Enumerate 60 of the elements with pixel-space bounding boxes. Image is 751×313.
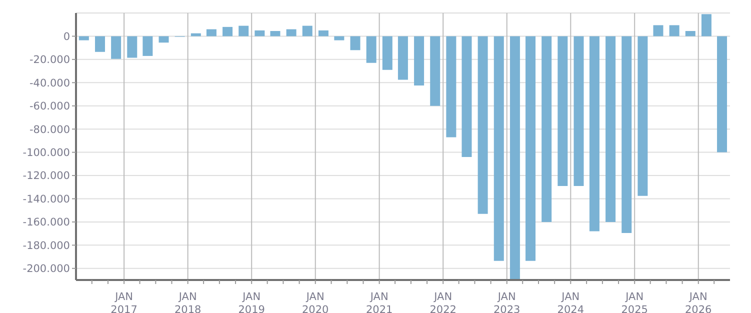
y-tick-label: -140.000	[22, 193, 70, 206]
y-tick-label: -40.000	[29, 77, 70, 90]
bar	[398, 36, 408, 80]
x-tick-label: JAN 2026	[685, 291, 712, 313]
bar	[334, 36, 344, 40]
x-tick-label: JAN 2025	[621, 291, 648, 313]
bar	[510, 36, 520, 280]
y-tick-label: -20.000	[29, 54, 70, 66]
bar	[382, 36, 392, 70]
bar	[254, 30, 265, 36]
bar	[574, 36, 584, 186]
bar	[542, 36, 552, 222]
bar	[638, 36, 648, 196]
y-tick-label: 0	[63, 30, 70, 43]
bar	[127, 36, 138, 58]
x-tick-label: JAN 2019	[238, 291, 265, 313]
x-tick-label: JAN 2021	[366, 291, 393, 313]
bar	[414, 36, 424, 86]
bar	[558, 36, 568, 186]
x-tick-label: JAN 2023	[494, 291, 520, 313]
y-tick-label: -60.000	[29, 100, 70, 113]
bar	[606, 36, 616, 222]
y-tick-label: -180.000	[22, 240, 70, 252]
y-tick-label: -100.000	[22, 147, 70, 160]
bar	[622, 36, 632, 233]
bar	[478, 36, 488, 214]
x-tick-label: JAN 2024	[557, 291, 584, 313]
bar	[653, 25, 664, 36]
bar	[589, 36, 600, 232]
bar	[446, 36, 456, 138]
bar	[94, 36, 105, 52]
bar	[286, 29, 296, 36]
x-tick-label: JAN 2022	[430, 291, 456, 313]
bar	[158, 36, 169, 43]
bar	[78, 36, 89, 40]
bar	[222, 26, 233, 36]
y-tick-label: -200.000	[22, 263, 70, 276]
bar	[238, 26, 249, 36]
bar	[318, 30, 328, 36]
bar	[462, 36, 472, 157]
bar	[526, 36, 536, 261]
bar	[717, 36, 728, 152]
bar	[111, 36, 122, 59]
x-tick-label: JAN 2017	[110, 291, 138, 313]
y-tick-label: -120.000	[22, 170, 70, 182]
bar	[430, 36, 440, 106]
x-tick-label: JAN 2018	[174, 291, 202, 313]
bar	[350, 36, 360, 50]
bar	[685, 30, 696, 36]
bar	[701, 14, 712, 36]
bar	[142, 36, 153, 56]
y-tick-label: -80.000	[29, 124, 70, 136]
bar	[494, 36, 504, 261]
bar	[669, 25, 680, 36]
bar	[270, 30, 280, 36]
bar	[366, 36, 376, 63]
bar	[302, 26, 312, 36]
y-tick-label: -160.000	[22, 216, 70, 229]
x-tick-label: JAN 2020	[302, 291, 329, 313]
bar	[206, 29, 216, 36]
